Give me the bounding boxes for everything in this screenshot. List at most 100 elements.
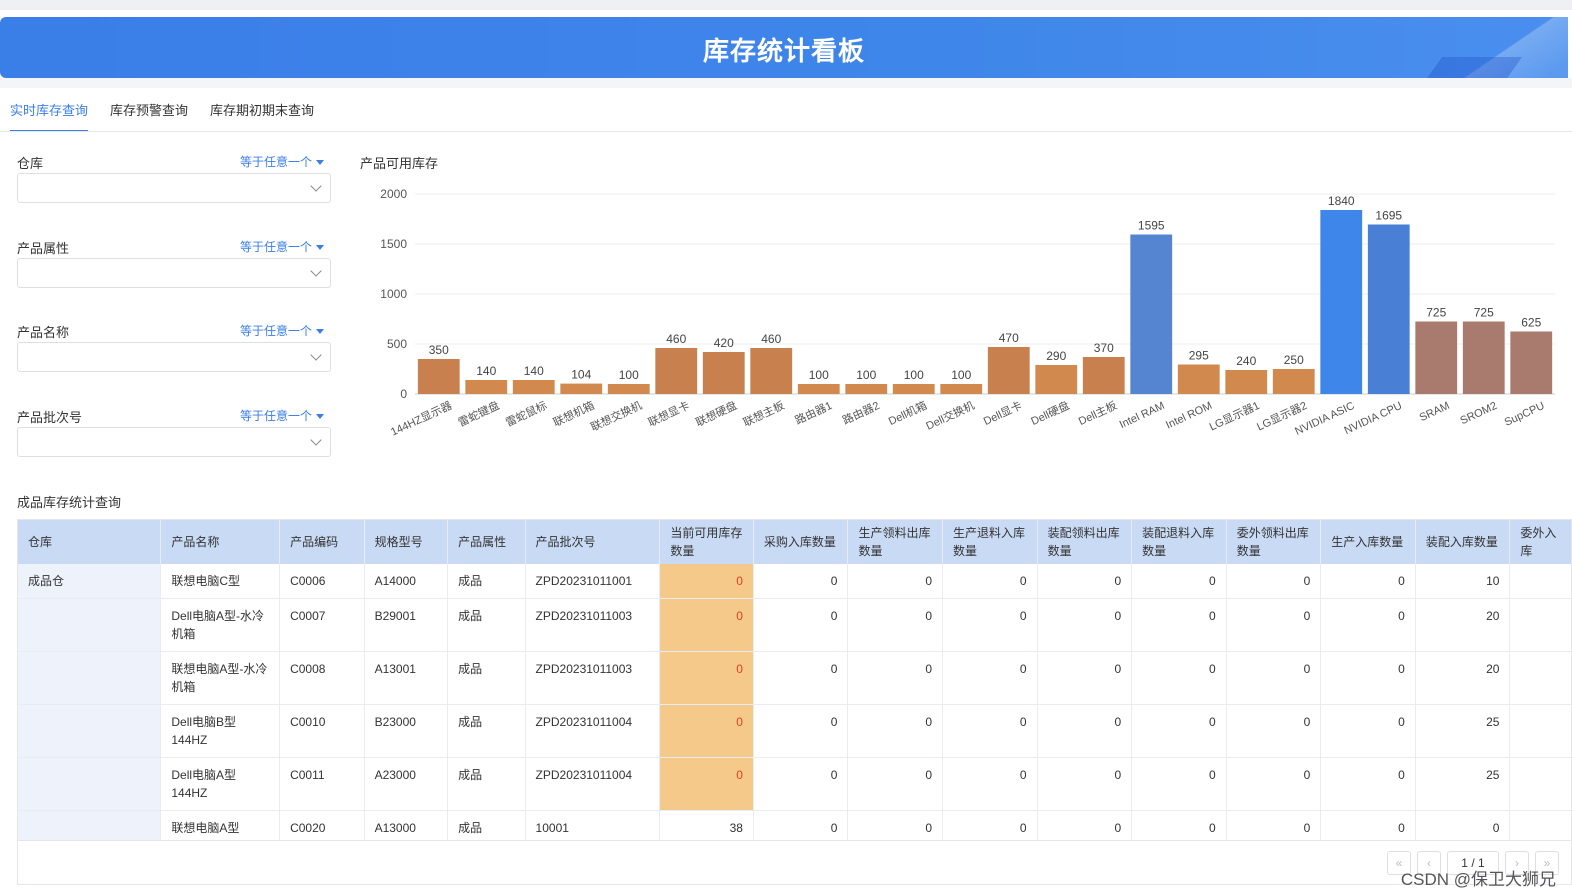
table-cell: 25 bbox=[1415, 704, 1511, 758]
tab-realtime-inventory[interactable]: 实时库存查询 bbox=[10, 100, 89, 132]
bar bbox=[987, 347, 1030, 394]
table-row[interactable]: Dell电脑B型 144HZ C0010 B23000 成品 ZPD2023101100… bbox=[18, 704, 1571, 758]
table-cell: 0 bbox=[1131, 651, 1227, 705]
bar-value-label: 100 bbox=[904, 368, 924, 382]
column-header[interactable]: 委外入库 bbox=[1509, 520, 1571, 564]
filter-operator-dropdown[interactable]: 等于任意一个 bbox=[240, 322, 324, 339]
bar bbox=[750, 348, 793, 394]
prev-page-button[interactable]: ‹ bbox=[1417, 851, 1441, 875]
table-cell: 25 bbox=[1415, 757, 1511, 811]
filter-operator-dropdown[interactable]: 等于任意一个 bbox=[240, 238, 324, 255]
caret-down-icon bbox=[316, 160, 324, 166]
filter-operator-dropdown[interactable]: 等于任意一个 bbox=[240, 153, 324, 170]
table-cell: 10 bbox=[1415, 564, 1511, 599]
table-cell: 0 bbox=[1320, 651, 1416, 705]
tab-inventory-warning[interactable]: 库存预警查询 bbox=[110, 103, 189, 118]
bar-value-label: 1695 bbox=[1375, 209, 1402, 223]
last-page-button[interactable]: » bbox=[1535, 851, 1559, 875]
bar bbox=[1130, 234, 1173, 394]
table-cell: 0 bbox=[1226, 704, 1322, 758]
table-cell: ZPD20231011004 bbox=[525, 757, 661, 811]
table-cell: 0 bbox=[659, 598, 754, 652]
column-header[interactable]: 装配退料入库数量 bbox=[1131, 520, 1227, 564]
bar bbox=[1415, 321, 1458, 394]
bar-value-label: 420 bbox=[714, 336, 734, 350]
table-cell: 20 bbox=[1415, 651, 1511, 705]
x-category-label: 144HZ显示器 bbox=[389, 399, 454, 439]
table-cell: 0 bbox=[1320, 704, 1416, 758]
column-header[interactable]: 产品属性 bbox=[447, 520, 526, 564]
column-header[interactable]: 装配领料出库数量 bbox=[1037, 520, 1133, 564]
warehouse-select[interactable] bbox=[17, 173, 331, 203]
bar bbox=[465, 380, 508, 394]
column-header[interactable]: 装配入库数量 bbox=[1415, 520, 1511, 564]
table-cell: 0 bbox=[1131, 757, 1227, 811]
bar-value-label: 100 bbox=[809, 368, 829, 382]
table-row[interactable]: 联想电脑A型-水冷机箱 C0008 A13001 成品 ZPD20231011003 0 0… bbox=[18, 651, 1571, 705]
column-header[interactable]: 产品编码 bbox=[279, 520, 365, 564]
table-cell bbox=[18, 651, 162, 705]
table-cell: 0 bbox=[659, 757, 754, 811]
caret-down-icon bbox=[316, 329, 324, 335]
column-header[interactable]: 采购入库数量 bbox=[753, 520, 849, 564]
table-cell: 0 bbox=[847, 757, 944, 811]
table-cell: A14000 bbox=[364, 564, 449, 599]
table-cell: 成品 bbox=[447, 704, 526, 758]
x-category-label: Intel RAM bbox=[1118, 400, 1167, 431]
bar-value-label: 290 bbox=[1046, 349, 1066, 363]
next-page-button[interactable]: › bbox=[1505, 851, 1529, 875]
x-category-label: Dell机箱 bbox=[886, 398, 929, 428]
table-cell: 0 bbox=[1226, 757, 1322, 811]
x-category-label: 雷蛇鼠标 bbox=[503, 398, 549, 429]
tab-period-inventory[interactable]: 库存期初期末查询 bbox=[210, 103, 315, 118]
table-section-title: 成品库存统计查询 bbox=[17, 495, 122, 510]
table-row[interactable]: 成品仓 联想电脑C型 C0006 A14000 成品 ZPD20231011001 0 0 0 0… bbox=[18, 564, 1571, 599]
table-cell bbox=[1509, 651, 1571, 705]
x-category-label: Dell交换机 bbox=[924, 398, 977, 433]
table-cell: 0 bbox=[847, 564, 944, 599]
column-header[interactable]: 规格型号 bbox=[364, 520, 449, 564]
table-row[interactable]: Dell电脑A型 144HZ C0011 A23000 成品 ZPD2023101100… bbox=[18, 757, 1571, 811]
batch-number-select[interactable] bbox=[17, 427, 331, 457]
column-header[interactable]: 委外领料出库数量 bbox=[1226, 520, 1322, 564]
bar bbox=[607, 384, 650, 394]
column-header[interactable]: 当前可用库存数量 bbox=[659, 520, 754, 564]
table-cell: 0 bbox=[753, 704, 849, 758]
table-cell: 0 bbox=[1226, 564, 1322, 599]
x-category-label: Dell主板 bbox=[1076, 398, 1119, 428]
x-category-label: 联想交换机 bbox=[588, 398, 644, 434]
bar bbox=[892, 384, 935, 394]
bar-value-label: 1595 bbox=[1138, 219, 1165, 233]
table-cell: Dell电脑B型 144HZ bbox=[160, 704, 281, 758]
product-attribute-select[interactable] bbox=[17, 258, 331, 288]
product-name-select[interactable] bbox=[17, 342, 331, 372]
x-category-label: 联想主板 bbox=[741, 398, 787, 429]
table-cell: Dell电脑A型-水冷机箱 bbox=[160, 598, 281, 652]
table-cell: 0 bbox=[1320, 598, 1416, 652]
table-row[interactable]: Dell电脑A型-水冷机箱 C0007 B29001 成品 ZPD20231011003… bbox=[18, 598, 1571, 652]
column-header[interactable]: 仓库 bbox=[18, 520, 162, 564]
bar-value-label: 104 bbox=[571, 368, 591, 382]
table-cell: 0 bbox=[1320, 564, 1416, 599]
table-cell: 联想电脑A型-水冷机箱 bbox=[160, 651, 281, 705]
bar bbox=[702, 352, 745, 394]
table-cell: 0 bbox=[1226, 651, 1322, 705]
x-category-label: LG显示器1 bbox=[1207, 399, 1261, 434]
column-header[interactable]: 生产退料入库数量 bbox=[942, 520, 1038, 564]
chevron-down-icon bbox=[310, 180, 322, 192]
column-header[interactable]: 产品批次号 bbox=[525, 520, 661, 564]
bar bbox=[1272, 369, 1315, 394]
column-header[interactable]: 生产入库数量 bbox=[1320, 520, 1416, 564]
bar-value-label: 250 bbox=[1284, 353, 1304, 367]
x-category-label: 联想显卡 bbox=[646, 398, 692, 429]
bar-value-label: 100 bbox=[619, 368, 639, 382]
bar bbox=[1510, 331, 1553, 394]
first-page-button[interactable]: « bbox=[1387, 851, 1411, 875]
banner-divider bbox=[0, 78, 1572, 88]
bar bbox=[655, 348, 698, 394]
filter-operator-dropdown[interactable]: 等于任意一个 bbox=[240, 407, 324, 424]
column-header[interactable]: 生产领料出库数量 bbox=[847, 520, 944, 564]
column-header[interactable]: 产品名称 bbox=[160, 520, 281, 564]
x-category-label: 路由器2 bbox=[840, 398, 881, 427]
x-category-label: 雷蛇键盘 bbox=[456, 398, 502, 429]
